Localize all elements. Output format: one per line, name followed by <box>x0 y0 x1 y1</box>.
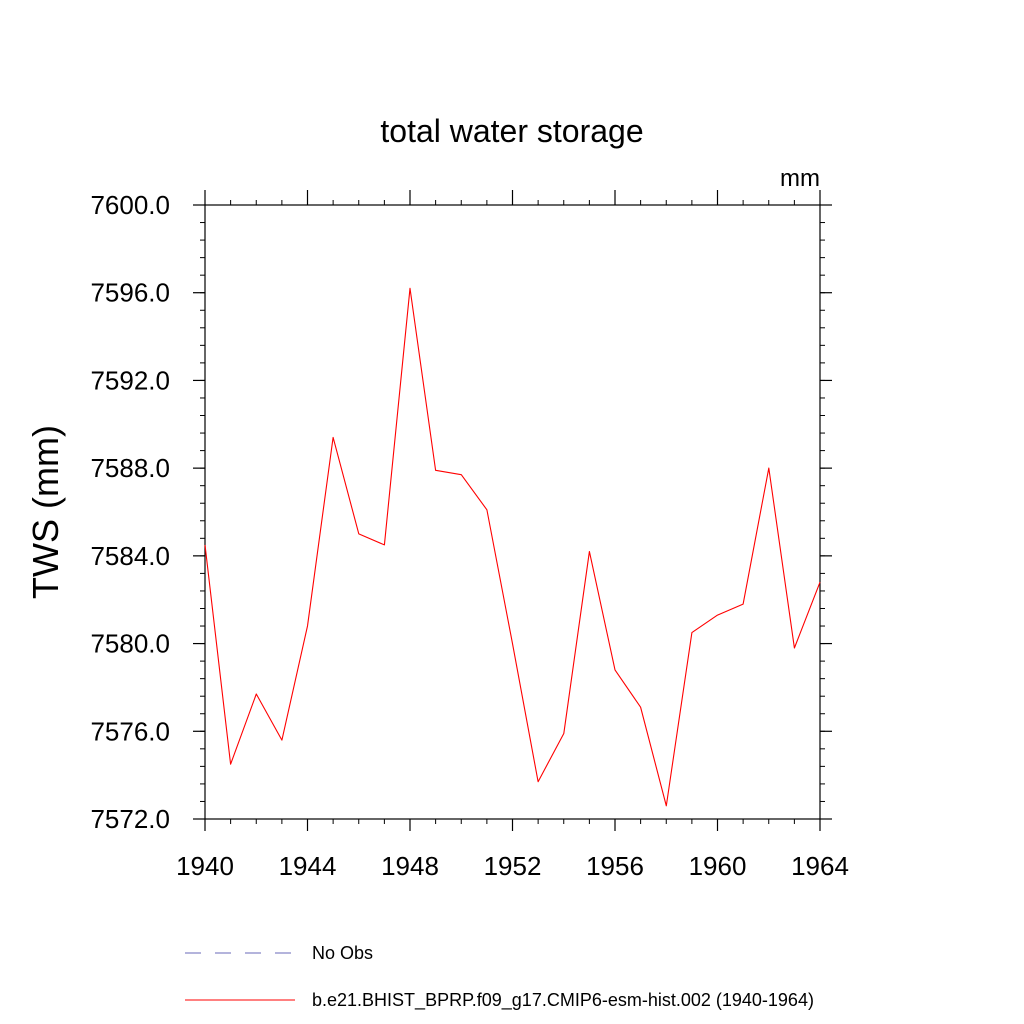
y-tick-label: 7584.0 <box>90 541 170 571</box>
y-tick-label: 7580.0 <box>90 629 170 659</box>
x-tick-label: 1952 <box>484 851 542 881</box>
y-tick-labels: 7572.0 7576.0 7580.0 7584.0 7588.0 7592.0 7596… <box>90 190 170 834</box>
x-tick-label: 1964 <box>791 851 849 881</box>
y-tick-label: 7588.0 <box>90 453 170 483</box>
units-label: mm <box>780 165 820 192</box>
y-tick-label: 7576.0 <box>90 716 170 746</box>
y-tick-label: 7592.0 <box>90 365 170 395</box>
x-tick-label: 1960 <box>689 851 747 881</box>
x-tick-label: 1940 <box>176 851 234 881</box>
legend: No Obs b.e21.BHIST_BPRP.f09_g17.CMIP6-es… <box>185 943 814 1011</box>
x-tick-labels: 1940 1944 1948 1952 1956 1960 1964 <box>176 851 849 881</box>
series-line-0 <box>204 287 821 807</box>
x-tick-label: 1948 <box>381 851 439 881</box>
x-tick-label: 1944 <box>279 851 337 881</box>
major-ticks <box>193 190 832 831</box>
y-tick-label: 7596.0 <box>90 278 170 308</box>
y-tick-label: 7572.0 <box>90 804 170 834</box>
series-lines <box>204 287 821 807</box>
minor-ticks <box>200 200 825 824</box>
y-tick-label: 7600.0 <box>90 190 170 220</box>
chart-title: total water storage <box>380 113 643 149</box>
y-axis-label: TWS (mm) <box>25 425 66 599</box>
x-tick-label: 1956 <box>586 851 644 881</box>
plot-frame <box>204 204 821 820</box>
legend-label-model: b.e21.BHIST_BPRP.f09_g17.CMIP6-esm-hist.… <box>312 990 814 1011</box>
legend-label-no-obs: No Obs <box>312 943 373 963</box>
